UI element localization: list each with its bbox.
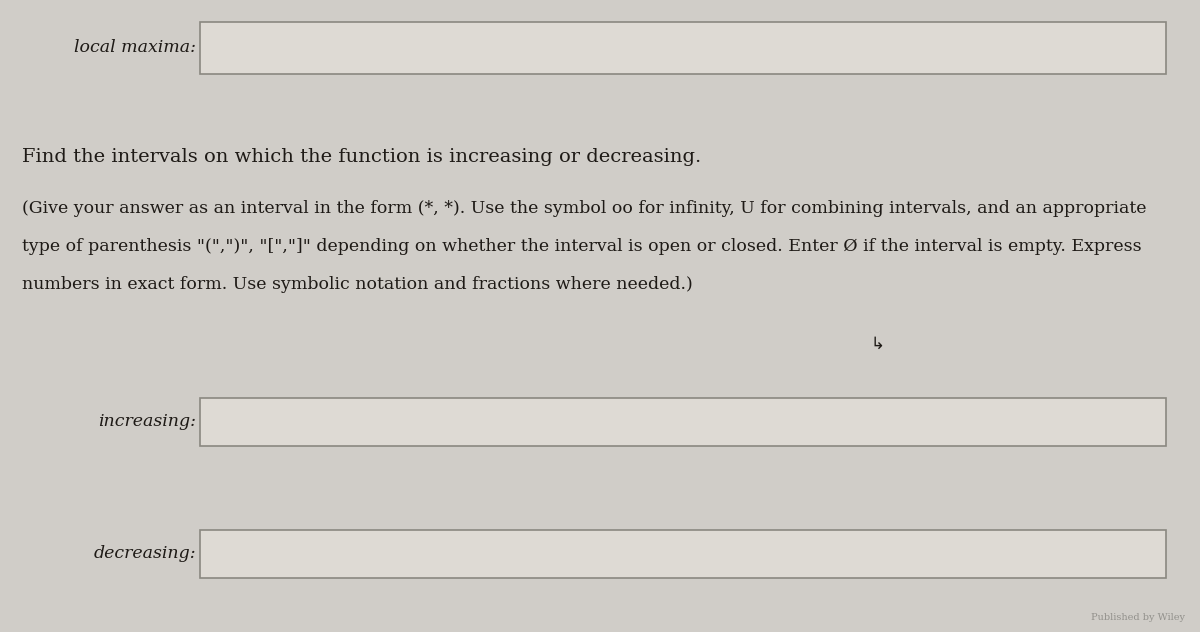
Text: decreasing:: decreasing: [94, 545, 196, 562]
Text: ↳: ↳ [870, 335, 884, 353]
FancyBboxPatch shape [200, 398, 1166, 446]
Text: numbers in exact form. Use symbolic notation and fractions where needed.): numbers in exact form. Use symbolic nota… [22, 276, 692, 293]
Text: type of parenthesis "(",")", "[","]" depending on whether the interval is open o: type of parenthesis "(",")", "[","]" dep… [22, 238, 1141, 255]
FancyBboxPatch shape [200, 22, 1166, 74]
Text: (Give your answer as an interval in the form (*, *). Use the symbol oo for infin: (Give your answer as an interval in the … [22, 200, 1146, 217]
Text: Published by Wiley: Published by Wiley [1091, 613, 1186, 622]
Text: local maxima:: local maxima: [74, 39, 196, 56]
Text: increasing:: increasing: [98, 413, 196, 430]
Text: Find the intervals on which the function is increasing or decreasing.: Find the intervals on which the function… [22, 148, 701, 166]
FancyBboxPatch shape [200, 530, 1166, 578]
